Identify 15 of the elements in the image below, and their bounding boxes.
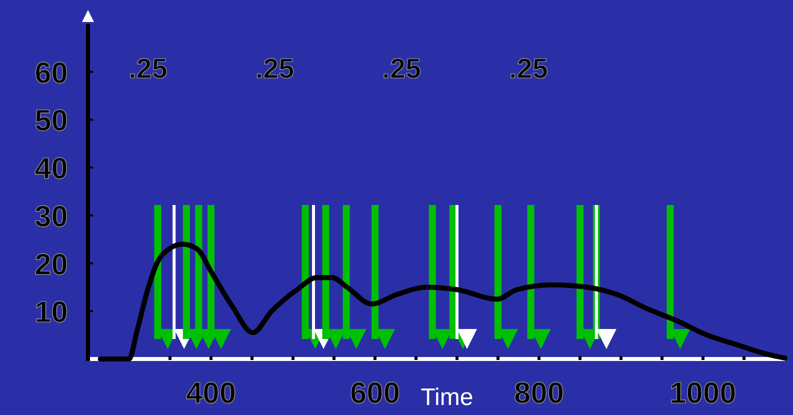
x-tick-label: 600	[350, 377, 400, 410]
y-tick-label: 30	[34, 200, 68, 234]
x-axis-title: Time	[420, 384, 474, 411]
x-tick-label: 1000	[670, 377, 736, 410]
x-tick-label: 800	[514, 377, 564, 410]
y-tick-label: 20	[34, 248, 68, 282]
x-tick-label: 400	[186, 377, 236, 410]
y-tick-label: 10	[34, 296, 68, 330]
annotation: .25	[509, 53, 548, 84]
y-tick-label: 40	[34, 152, 68, 186]
y-tick-label: 50	[34, 104, 68, 138]
annotation: .25	[255, 53, 294, 84]
annotation: .25	[382, 53, 422, 84]
annotation: .25	[128, 53, 168, 84]
y-tick-label: 60	[34, 56, 68, 90]
